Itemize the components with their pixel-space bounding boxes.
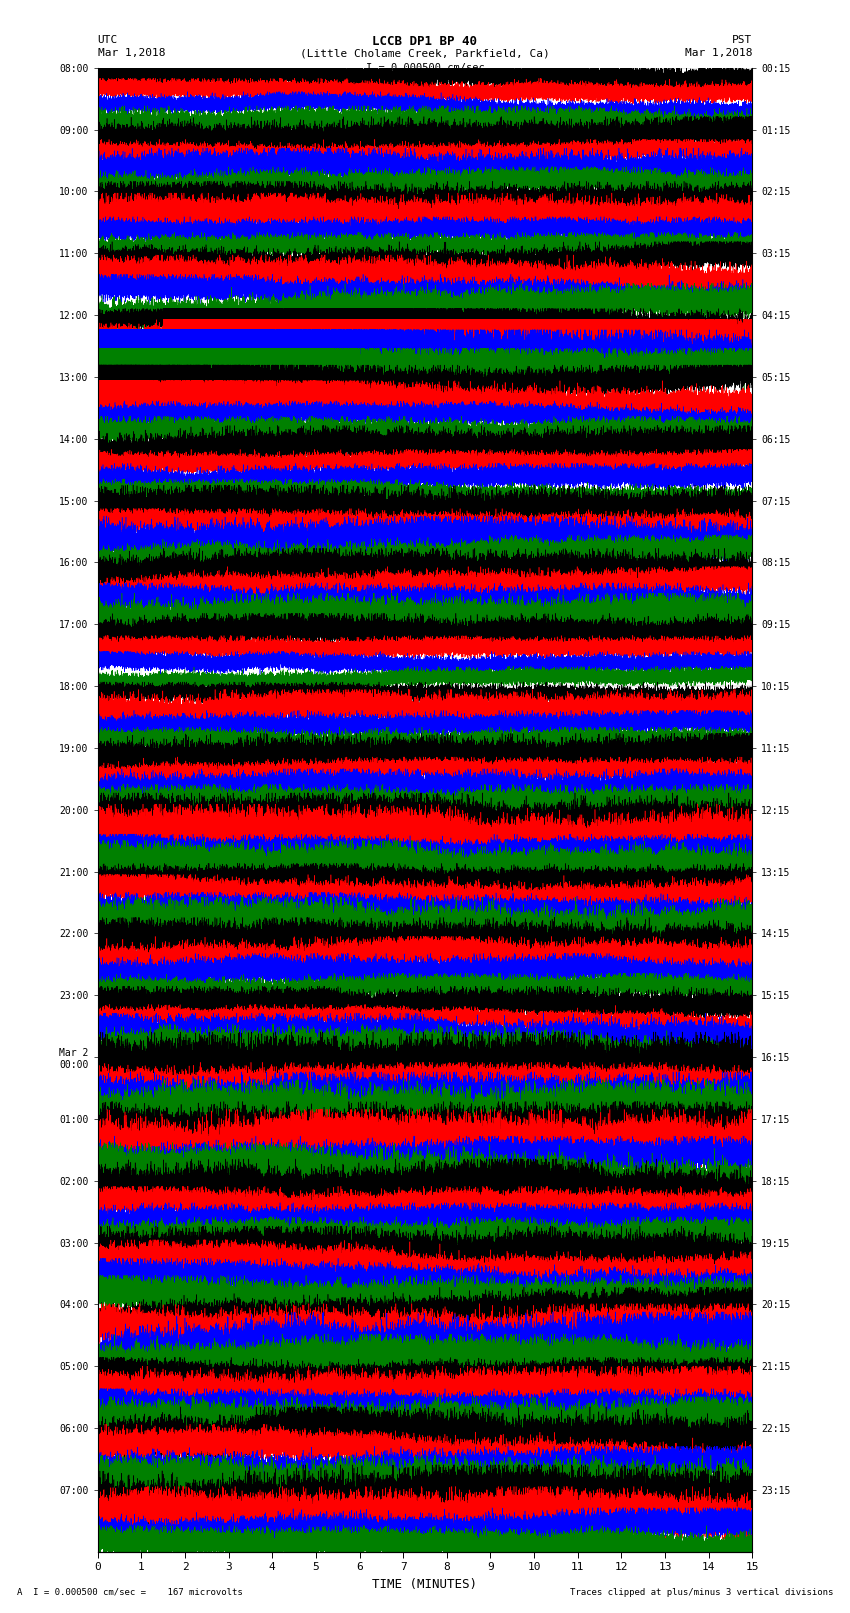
Text: A  I = 0.000500 cm/sec =    167 microvolts: A I = 0.000500 cm/sec = 167 microvolts xyxy=(17,1587,243,1597)
Text: Mar 1,2018: Mar 1,2018 xyxy=(98,48,165,58)
Text: PST: PST xyxy=(732,35,752,45)
Text: UTC: UTC xyxy=(98,35,118,45)
Text: Mar 1,2018: Mar 1,2018 xyxy=(685,48,752,58)
Text: LCCB DP1 BP 40: LCCB DP1 BP 40 xyxy=(372,35,478,48)
X-axis label: TIME (MINUTES): TIME (MINUTES) xyxy=(372,1578,478,1590)
Text: Traces clipped at plus/minus 3 vertical divisions: Traces clipped at plus/minus 3 vertical … xyxy=(570,1587,833,1597)
Text: (Little Cholame Creek, Parkfield, Ca): (Little Cholame Creek, Parkfield, Ca) xyxy=(300,48,550,58)
Text: I = 0.000500 cm/sec: I = 0.000500 cm/sec xyxy=(366,63,484,73)
